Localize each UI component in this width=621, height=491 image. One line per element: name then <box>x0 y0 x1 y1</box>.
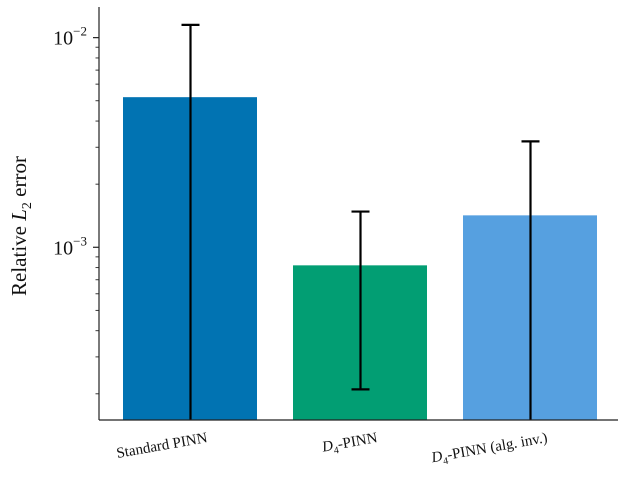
y-tick-label: 10−2 <box>53 24 87 50</box>
plot-area <box>123 23 597 421</box>
y-axis: 10−2 10−3 <box>53 7 100 420</box>
error-bar <box>521 140 540 420</box>
x-tick-label: Standard PINN <box>115 430 209 462</box>
error-bar <box>351 210 370 391</box>
x-tick-label: D4-PINN <box>320 430 379 459</box>
y-axis-label: Relative L2 error <box>7 156 35 296</box>
x-axis: Standard PINN D4-PINN D4-PINN (alg. inv.) <box>99 419 618 469</box>
x-tick-label: D4-PINN (alg. inv.) <box>429 430 549 469</box>
y-tick-label: 10−3 <box>53 233 87 259</box>
error-bar <box>181 23 200 420</box>
